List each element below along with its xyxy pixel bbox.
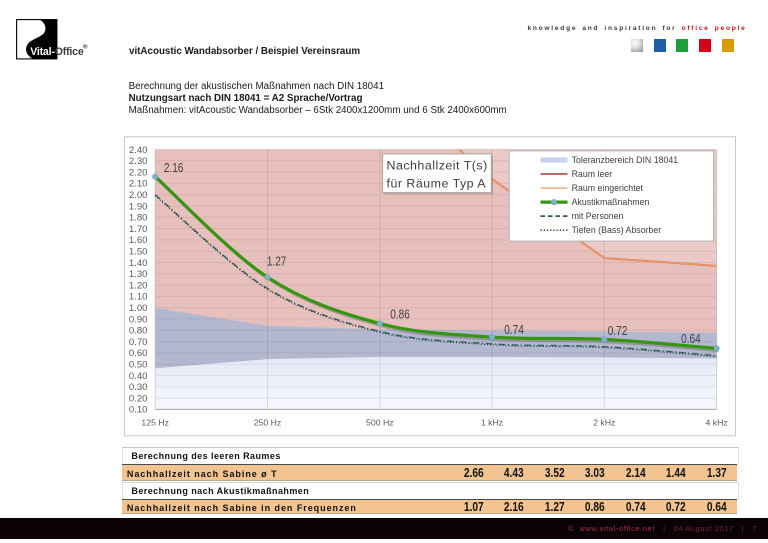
svg-text:1.20: 1.20 xyxy=(129,280,148,291)
svg-text:Tiefen (Bass) Absorber: Tiefen (Bass) Absorber xyxy=(572,225,662,235)
svg-text:0.64: 0.64 xyxy=(681,333,701,346)
svg-text:0.30: 0.30 xyxy=(129,382,148,393)
svg-text:1.30: 1.30 xyxy=(129,269,148,280)
svg-text:2.30: 2.30 xyxy=(129,156,148,167)
svg-text:1.50: 1.50 xyxy=(129,247,148,258)
svg-text:1.80: 1.80 xyxy=(129,213,148,224)
svg-text:0.60: 0.60 xyxy=(129,348,148,359)
svg-text:2.20: 2.20 xyxy=(129,167,148,178)
svg-text:0.80: 0.80 xyxy=(129,326,148,337)
svg-text:®: ® xyxy=(82,42,87,50)
svg-text:0.86: 0.86 xyxy=(390,308,410,321)
svg-text:2.16: 2.16 xyxy=(164,162,184,175)
svg-text:1.10: 1.10 xyxy=(129,292,148,303)
svg-text:0.72: 0.72 xyxy=(608,325,628,338)
svg-text:2.10: 2.10 xyxy=(129,179,148,190)
svg-text:2.00: 2.00 xyxy=(129,190,148,201)
svg-text:0.90: 0.90 xyxy=(129,314,148,325)
svg-text:0.40: 0.40 xyxy=(129,371,148,382)
svg-text:0.10: 0.10 xyxy=(129,405,148,416)
svg-text:Toleranzbereich DIN 18041: Toleranzbereich DIN 18041 xyxy=(572,155,679,165)
svg-text:Raum leer: Raum leer xyxy=(572,169,613,179)
svg-text:2 kHz: 2 kHz xyxy=(593,418,615,428)
svg-text:1.70: 1.70 xyxy=(129,224,148,235)
svg-text:Akustikmaßnahmen: Akustikmaßnahmen xyxy=(572,197,650,207)
svg-text:Nachhallzeit T(s): Nachhallzeit T(s) xyxy=(387,158,488,172)
svg-text:1.40: 1.40 xyxy=(129,258,148,269)
svg-text:1.27: 1.27 xyxy=(267,255,287,268)
svg-text:1.00: 1.00 xyxy=(129,303,148,314)
svg-text:Vital-Office: Vital-Office xyxy=(30,45,84,57)
svg-text:0.70: 0.70 xyxy=(129,337,148,348)
svg-text:Raum eingerichtet: Raum eingerichtet xyxy=(572,183,644,193)
svg-text:1 kHz: 1 kHz xyxy=(481,418,503,428)
svg-text:0.50: 0.50 xyxy=(129,360,148,371)
svg-text:1.90: 1.90 xyxy=(129,201,148,212)
svg-text:4 kHz: 4 kHz xyxy=(705,418,727,428)
svg-text:125 Hz: 125 Hz xyxy=(141,418,169,428)
svg-text:500 Hz: 500 Hz xyxy=(366,418,394,428)
svg-text:0.74: 0.74 xyxy=(504,324,524,337)
svg-text:0.20: 0.20 xyxy=(129,393,148,404)
svg-text:mit Personen: mit Personen xyxy=(572,211,624,221)
svg-text:für Räume Typ A: für Räume Typ A xyxy=(387,177,487,191)
svg-text:250 Hz: 250 Hz xyxy=(254,418,282,428)
svg-text:2.40: 2.40 xyxy=(129,145,148,156)
svg-text:1.60: 1.60 xyxy=(129,235,148,246)
